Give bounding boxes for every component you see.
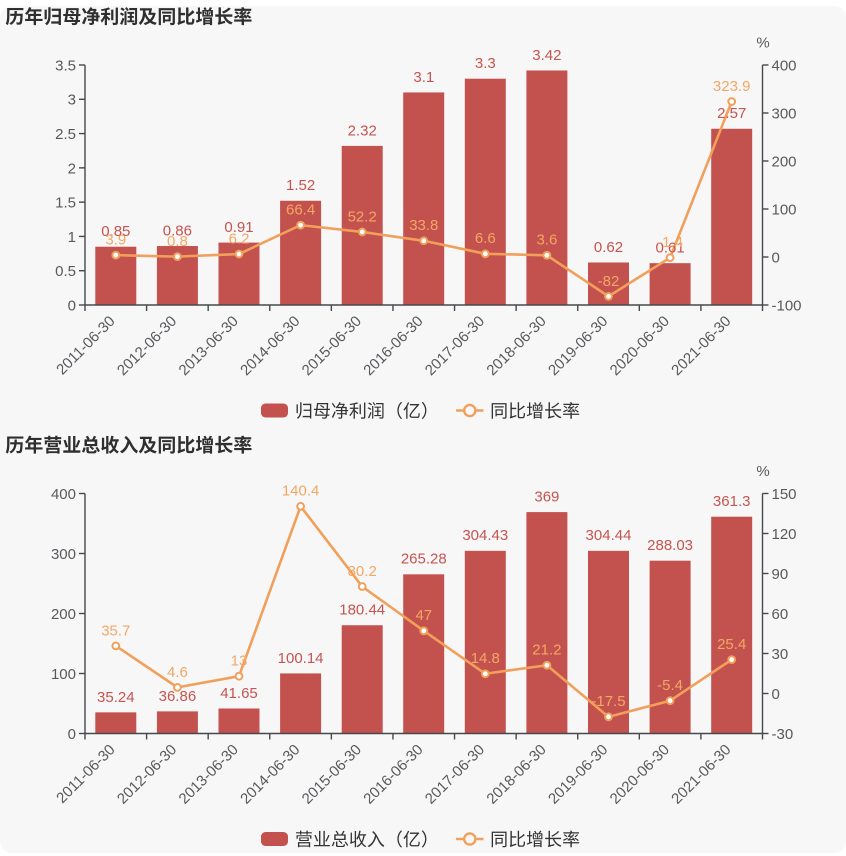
svg-text:3.42: 3.42 bbox=[532, 47, 561, 64]
svg-text:-5.4: -5.4 bbox=[657, 677, 683, 694]
svg-text:90: 90 bbox=[772, 566, 789, 583]
svg-text:300: 300 bbox=[772, 105, 797, 122]
svg-text:3.9: 3.9 bbox=[105, 232, 126, 249]
svg-text:3.3: 3.3 bbox=[475, 55, 496, 72]
svg-text:1.5: 1.5 bbox=[55, 195, 76, 212]
svg-text:304.43: 304.43 bbox=[462, 527, 508, 544]
svg-text:265.28: 265.28 bbox=[401, 551, 447, 568]
svg-text:2: 2 bbox=[68, 160, 76, 177]
svg-text:400: 400 bbox=[772, 57, 797, 74]
svg-text:1: 1 bbox=[68, 229, 76, 246]
svg-text:369: 369 bbox=[534, 489, 559, 506]
svg-text:0.86: 0.86 bbox=[163, 222, 192, 239]
svg-text:-17.5: -17.5 bbox=[591, 693, 625, 710]
svg-text:100: 100 bbox=[772, 201, 797, 218]
svg-text:0.91: 0.91 bbox=[224, 219, 253, 236]
svg-text:0.62: 0.62 bbox=[594, 239, 623, 256]
svg-text:4.6: 4.6 bbox=[167, 664, 188, 681]
svg-text:41.65: 41.65 bbox=[220, 685, 258, 702]
svg-text:200: 200 bbox=[772, 153, 797, 170]
svg-text:-30: -30 bbox=[772, 726, 794, 743]
svg-text:288.03: 288.03 bbox=[647, 537, 693, 554]
svg-text:0: 0 bbox=[68, 297, 76, 314]
svg-text:52.2: 52.2 bbox=[348, 208, 377, 225]
svg-text:304.44: 304.44 bbox=[586, 527, 632, 544]
svg-text:3.5: 3.5 bbox=[55, 57, 76, 74]
svg-text:21.2: 21.2 bbox=[532, 642, 561, 659]
svg-text:35.24: 35.24 bbox=[97, 689, 135, 706]
svg-text:2.57: 2.57 bbox=[717, 105, 746, 122]
svg-text:6.2: 6.2 bbox=[229, 230, 250, 247]
svg-text:-1.4: -1.4 bbox=[657, 234, 683, 251]
svg-text:0: 0 bbox=[772, 686, 780, 703]
svg-text:400: 400 bbox=[51, 486, 76, 503]
svg-text:14.8: 14.8 bbox=[471, 650, 500, 667]
svg-text:150: 150 bbox=[772, 486, 797, 503]
svg-text:%: % bbox=[756, 463, 769, 480]
svg-text:0.85: 0.85 bbox=[101, 223, 130, 240]
svg-text:3: 3 bbox=[68, 92, 76, 109]
svg-text:1.52: 1.52 bbox=[286, 177, 315, 194]
svg-text:3.6: 3.6 bbox=[536, 232, 557, 249]
svg-text:6.6: 6.6 bbox=[475, 230, 496, 247]
svg-text:2.32: 2.32 bbox=[348, 122, 377, 139]
svg-text:361.3: 361.3 bbox=[713, 493, 751, 510]
svg-text:100: 100 bbox=[51, 666, 76, 683]
svg-text:0.5: 0.5 bbox=[55, 263, 76, 280]
svg-text:66.4: 66.4 bbox=[286, 202, 315, 219]
svg-text:36.86: 36.86 bbox=[159, 688, 197, 705]
svg-text:47: 47 bbox=[415, 607, 432, 624]
svg-text:2.5: 2.5 bbox=[55, 126, 76, 143]
svg-text:0.61: 0.61 bbox=[655, 240, 684, 257]
svg-text:140.4: 140.4 bbox=[282, 483, 320, 500]
svg-text:3.1: 3.1 bbox=[413, 69, 434, 86]
svg-text:13: 13 bbox=[231, 653, 248, 670]
svg-text:33.8: 33.8 bbox=[409, 217, 438, 234]
svg-text:-82: -82 bbox=[598, 273, 620, 290]
svg-text:60: 60 bbox=[772, 606, 789, 623]
svg-text:323.9: 323.9 bbox=[713, 78, 751, 95]
svg-text:35.7: 35.7 bbox=[101, 622, 130, 639]
svg-text:25.4: 25.4 bbox=[717, 636, 746, 653]
svg-text:0.8: 0.8 bbox=[167, 233, 188, 250]
svg-text:30: 30 bbox=[772, 646, 789, 663]
svg-text:100.14: 100.14 bbox=[278, 650, 324, 667]
svg-text:180.44: 180.44 bbox=[339, 602, 385, 619]
svg-text:120: 120 bbox=[772, 526, 797, 543]
svg-text:0: 0 bbox=[772, 249, 780, 266]
svg-text:200: 200 bbox=[51, 606, 76, 623]
svg-text:%: % bbox=[756, 35, 769, 52]
svg-text:80.2: 80.2 bbox=[348, 563, 377, 580]
svg-text:-100: -100 bbox=[772, 297, 802, 314]
svg-text:0: 0 bbox=[68, 726, 76, 743]
svg-text:300: 300 bbox=[51, 546, 76, 563]
